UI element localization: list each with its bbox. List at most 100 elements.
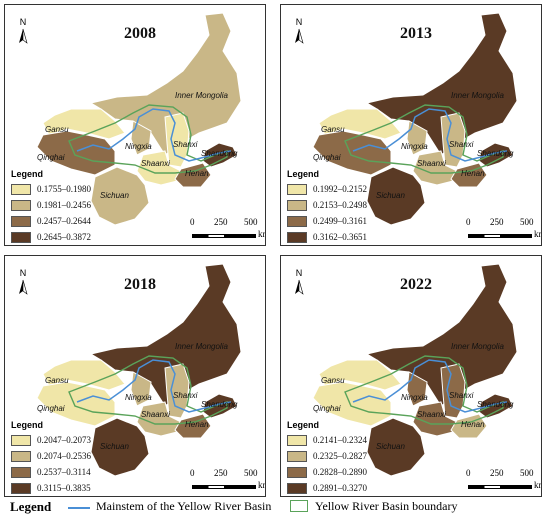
legend-range: 0.2325–0.2827 (313, 451, 367, 461)
scale-bar-graphic (468, 485, 532, 489)
panel-year: 2013 (400, 25, 432, 42)
legend: Legend 0.2047–0.2073 0.2074–0.2536 0.2537–0… (11, 420, 131, 496)
legend-range: 0.2141–0.2324 (313, 435, 367, 445)
choropleth-map (312, 263, 518, 477)
province-label-sichuan: Sichuan (100, 191, 129, 200)
province-label-qinghai: Qinghai (313, 404, 341, 413)
legend-range: 0.2891–0.3270 (313, 483, 367, 493)
legend-title: Legend (287, 169, 320, 179)
legend-title: Legend (11, 169, 44, 179)
legend-range: 0.1755–0.1980 (37, 184, 91, 194)
province-label-shaanxi: Shaanxi (417, 159, 446, 168)
province-label-shanxi: Shanxi (449, 391, 474, 400)
legend-item: 0.2499–0.3161 (287, 213, 407, 229)
legend-item: 0.2457–0.2644 (11, 213, 131, 229)
province-label-henan: Henan (185, 169, 209, 178)
legend-swatch (287, 215, 307, 227)
yellow-river-mainstem (76, 108, 232, 162)
province-label-gansu: Gansu (45, 125, 69, 134)
province-label-qinghai: Qinghai (313, 153, 341, 162)
province-label-shanxi: Shanxi (449, 140, 474, 149)
legend-item: 0.2141–0.2324 (287, 432, 407, 448)
province-label-shandong: Shandong (201, 400, 238, 409)
province-label-inner-mongolia: Inner Mongolia (175, 342, 228, 351)
legend-item: 0.3162–0.3651 (287, 229, 407, 245)
legend-range: 0.3162–0.3651 (313, 232, 367, 242)
legend-item: 0.1981–0.2456 (11, 197, 131, 213)
legend-swatch (287, 231, 307, 243)
province-label-ningxia: Ningxia (401, 142, 428, 151)
legend-item: 0.1755–0.1980 (11, 181, 131, 197)
scale-unit: km (534, 480, 541, 490)
province-label-shandong: Shandong (477, 400, 514, 409)
province-label-qinghai: Qinghai (37, 404, 65, 413)
scale-tick-0: 0 (466, 217, 471, 227)
province-shanxi (164, 112, 190, 168)
north-label: N (295, 17, 303, 27)
choropleth-map (36, 12, 242, 226)
legend-range: 0.2645–0.3872 (37, 232, 91, 242)
legend-item: 0.2047–0.2073 (11, 432, 131, 448)
province-label-inner-mongolia: Inner Mongolia (175, 91, 228, 100)
scale-tick-0: 0 (466, 468, 471, 478)
legend-swatch (11, 183, 31, 195)
scale-tick-500: 500 (520, 217, 534, 227)
choropleth-map (312, 12, 518, 226)
legend-swatch (287, 466, 307, 478)
north-arrow-icon: N (289, 268, 309, 296)
river-legend-label: Mainstem of the Yellow River Basin (96, 499, 272, 513)
scale-bar: 0 250 500km (190, 466, 265, 494)
legend-item: 0.2828–0.2890 (287, 464, 407, 480)
yellow-river-mainstem (352, 359, 508, 413)
scale-tick-250: 250 (490, 217, 504, 227)
legend-range: 0.2047–0.2073 (37, 435, 91, 445)
map-panel-2022: 2022 N Inner Mongolia Gansu Ningxia Shanxi Qin… (280, 255, 542, 497)
scale-unit: km (534, 229, 541, 239)
legend-swatch (287, 434, 307, 446)
province-label-henan: Henan (461, 169, 485, 178)
map-panel-2018: 2018 N Inner Mongolia Gansu Ningxia Shanxi Qin… (4, 255, 266, 497)
province-ningxia (406, 120, 428, 156)
scale-tick-250: 250 (490, 468, 504, 478)
legend: Legend 0.1992–0.2152 0.2153–0.2498 0.2499–0… (287, 169, 407, 245)
province-label-inner-mongolia: Inner Mongolia (451, 91, 504, 100)
legend-range: 0.2153–0.2498 (313, 200, 367, 210)
province-gansu (42, 108, 126, 140)
scale-bar-graphic (468, 234, 532, 238)
scale-bar: 0 250 500km (190, 215, 265, 243)
province-label-gansu: Gansu (321, 125, 345, 134)
province-qinghai (36, 130, 116, 176)
legend-item: 0.2325–0.2827 (287, 448, 407, 464)
province-label-shaanxi: Shaanxi (141, 159, 170, 168)
province-label-inner-mongolia: Inner Mongolia (451, 342, 504, 351)
north-label: N (19, 17, 27, 27)
legend-item: 0.2537–0.3114 (11, 464, 131, 480)
province-shandong (202, 142, 238, 168)
river-line-symbol (68, 507, 90, 509)
province-label-shanxi: Shanxi (173, 140, 198, 149)
province-shanxi (440, 112, 466, 168)
province-gansu (42, 359, 126, 391)
province-ningxia (130, 120, 152, 156)
map-panel-2008: 2008 N Inner Mongolia Gansu Ningxia Shanxi Qin… (4, 4, 266, 246)
province-qinghai (312, 130, 392, 176)
province-sichuan (366, 166, 426, 226)
province-shandong (478, 393, 514, 419)
legend-range: 0.2537–0.3114 (37, 467, 91, 477)
legend-range: 0.2457–0.2644 (37, 216, 91, 226)
legend-swatch (287, 199, 307, 211)
north-arrow-icon: N (289, 17, 309, 45)
scale-tick-250: 250 (214, 468, 228, 478)
legend: Legend 0.1755–0.1980 0.1981–0.2456 0.2457–0… (11, 169, 131, 245)
scale-tick-500: 500 (520, 468, 534, 478)
legend-swatch (287, 482, 307, 494)
province-sichuan (90, 417, 150, 477)
basin-legend-label: Yellow River Basin boundary (315, 499, 458, 513)
scale-unit: km (258, 229, 265, 239)
legend: Legend 0.2141–0.2324 0.2325–0.2827 0.2828–0… (287, 420, 407, 496)
province-ningxia (406, 371, 428, 407)
legend-swatch (11, 434, 31, 446)
province-gansu (318, 108, 402, 140)
panel-year: 2008 (124, 25, 156, 42)
province-label-shaanxi: Shaanxi (417, 410, 446, 419)
